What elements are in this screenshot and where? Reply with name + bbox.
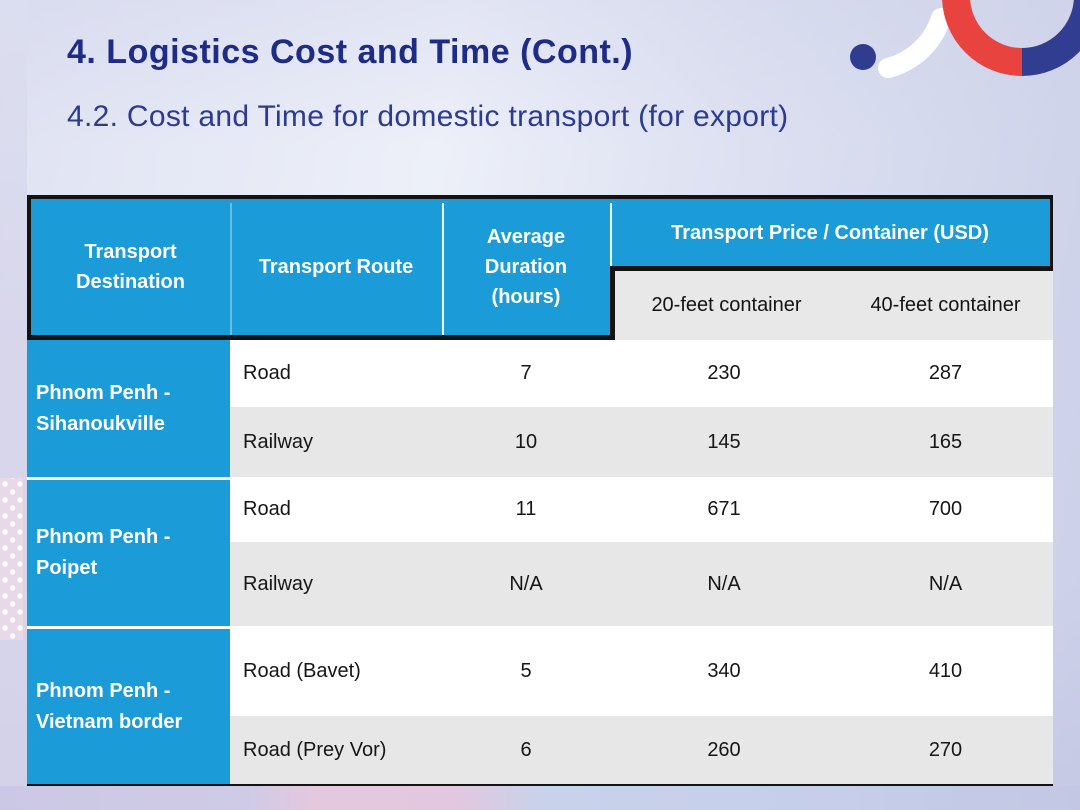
dots-pattern-decoration <box>0 478 23 640</box>
route-cell: Road <box>230 477 442 542</box>
white-swoosh-icon <box>878 8 951 78</box>
price-40-cell: 287 <box>838 340 1053 407</box>
price-20-cell: 145 <box>610 407 838 477</box>
destination-cell-poipet: Phnom Penh - Poipet <box>27 477 230 626</box>
ring-navy-half-icon <box>1021 0 1080 76</box>
price-40-cell: 700 <box>838 477 1053 542</box>
header-divider <box>442 203 444 335</box>
duration-cell: 5 <box>442 626 610 716</box>
route-cell: Road <box>230 340 442 407</box>
price-20-cell: 260 <box>610 716 838 784</box>
price-40-cell: 165 <box>838 407 1053 477</box>
price-20-cell: N/A <box>610 542 838 626</box>
duration-cell: N/A <box>442 542 610 626</box>
header-divider <box>230 203 232 335</box>
destination-cell-sihanoukville: Phnom Penh - Sihanoukville <box>27 340 230 477</box>
route-cell: Road (Bavet) <box>230 626 442 716</box>
price-40-cell: 270 <box>838 716 1053 784</box>
header-divider <box>610 203 612 266</box>
duration-cell: 11 <box>442 477 610 542</box>
corner-rings-decoration <box>850 0 1080 78</box>
price-20-cell: 230 <box>610 340 838 407</box>
navy-dot-icon <box>850 44 876 70</box>
bottom-gradient-decoration <box>0 786 1080 810</box>
route-cell: Road (Prey Vor) <box>230 716 442 784</box>
price-40-cell: 410 <box>838 626 1053 716</box>
ring-red-half-icon <box>942 0 1023 76</box>
col-header-20-feet: 20-feet container <box>610 266 838 340</box>
col-header-price-group: Transport Price / Container (USD) <box>610 199 1053 266</box>
left-band-decoration <box>0 0 27 810</box>
route-cell: Railway <box>230 407 442 477</box>
col-header-route: Transport Route <box>230 199 442 340</box>
price-40-cell: N/A <box>838 542 1053 626</box>
route-cell: Railway <box>230 542 442 626</box>
col-header-destination: Transport Destination <box>27 199 230 340</box>
duration-cell: 7 <box>442 340 610 407</box>
duration-cell: 6 <box>442 716 610 784</box>
transport-cost-table: Transport Destination Transport Route Av… <box>27 195 1053 789</box>
price-20-cell: 340 <box>610 626 838 716</box>
duration-cell: 10 <box>442 407 610 477</box>
slide-subtitle: 4.2. Cost and Time for domestic transpor… <box>67 100 789 133</box>
slide-title: 4. Logistics Cost and Time (Cont.) <box>67 33 634 71</box>
destination-cell-vietnam-border: Phnom Penh - Vietnam border <box>27 626 230 784</box>
price-20-cell: 671 <box>610 477 838 542</box>
col-header-duration: Average Duration (hours) <box>442 199 610 340</box>
col-header-40-feet: 40-feet container <box>838 266 1053 340</box>
